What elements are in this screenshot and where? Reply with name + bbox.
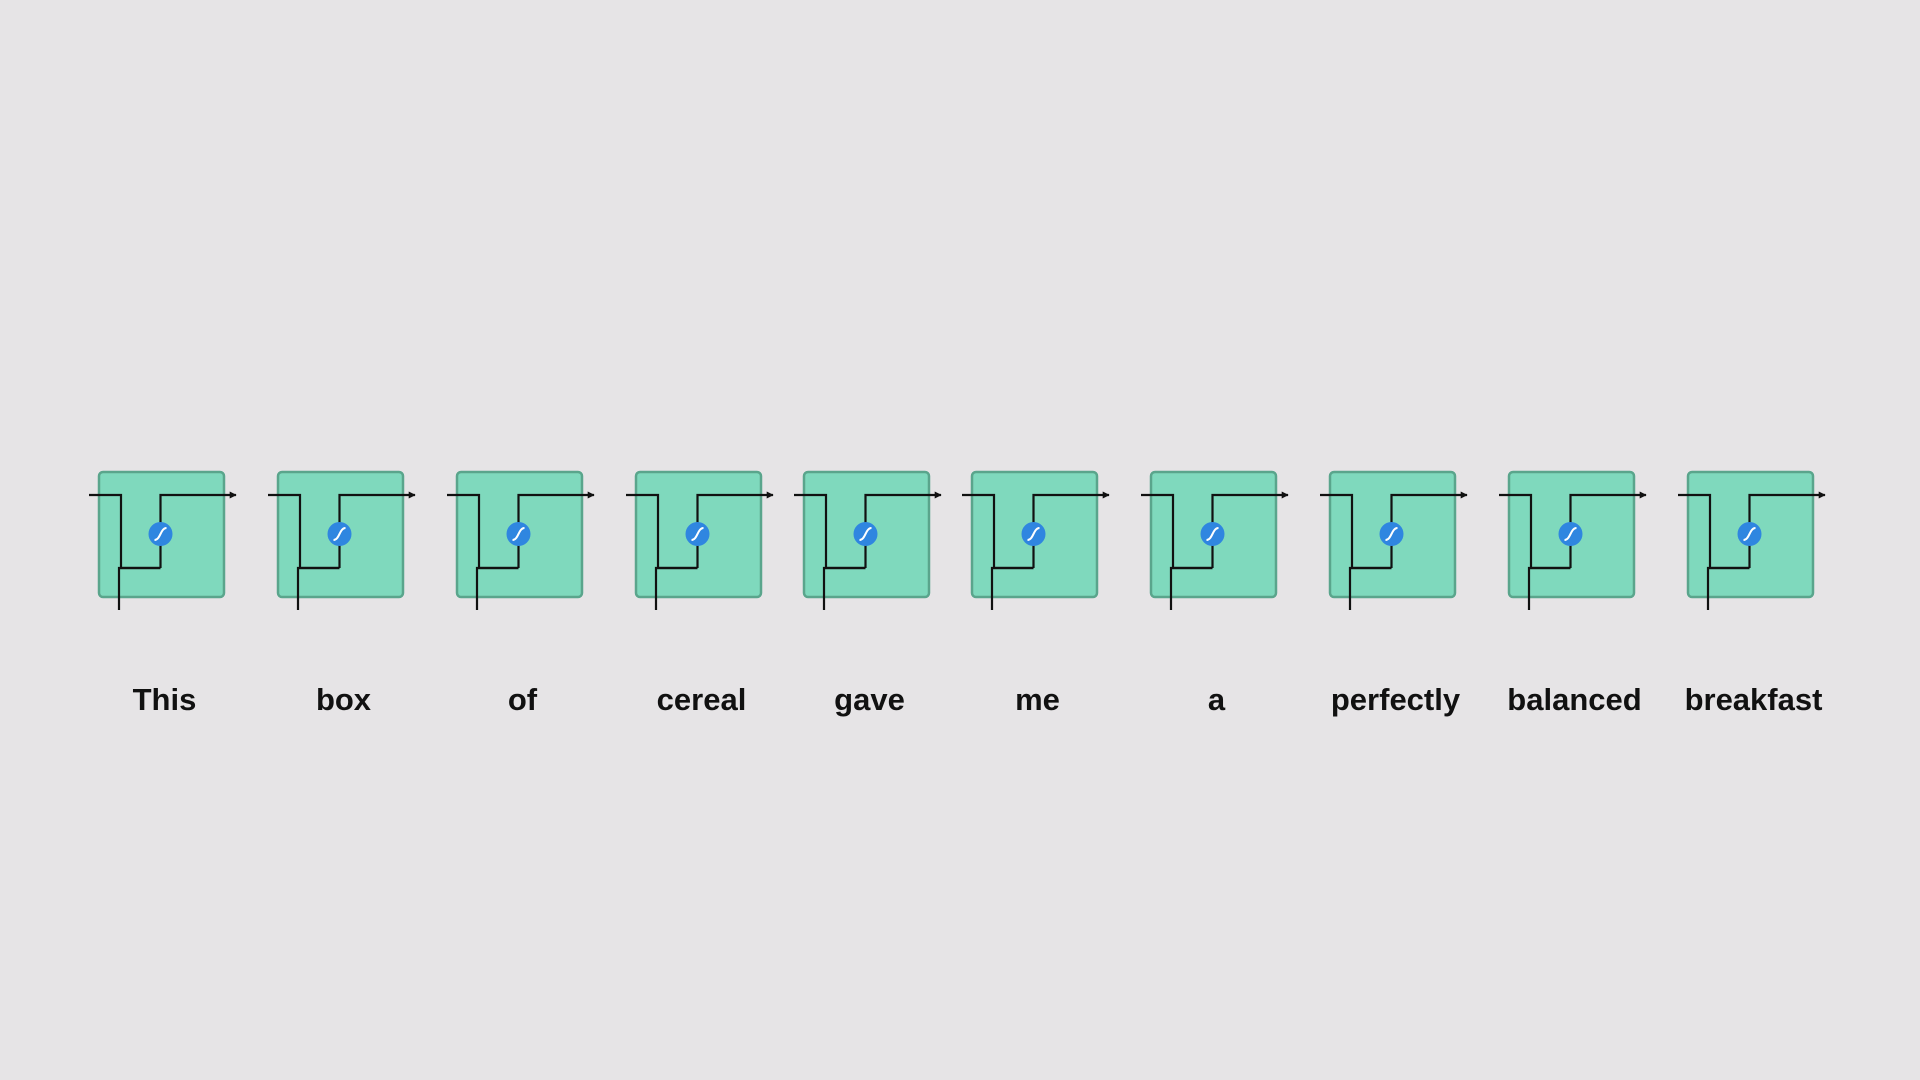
word-label: cereal: [657, 682, 747, 717]
rnn-cell: [794, 470, 942, 610]
word-label: breakfast: [1685, 682, 1823, 717]
rnn-cell: [626, 470, 774, 610]
tanh-sigmoid-icon: [691, 527, 704, 541]
tanh-sigmoid-icon: [154, 527, 167, 541]
rnn-cell: [89, 470, 237, 610]
rnn-cell: [1141, 470, 1289, 610]
word-label: a: [1208, 682, 1226, 717]
input-wire: [296, 566, 340, 610]
word-label: perfectly: [1331, 682, 1461, 717]
cell-sequence: [89, 470, 1826, 610]
word-label: This: [133, 682, 197, 717]
word-label: balanced: [1507, 682, 1641, 717]
word-label: box: [316, 682, 372, 717]
rnn-cell: [1678, 470, 1826, 610]
input-wire: [822, 566, 866, 610]
rnn-cell: [962, 470, 1110, 610]
word-label: me: [1015, 682, 1060, 717]
word-label: of: [508, 682, 538, 717]
input-wire: [1348, 566, 1392, 610]
tanh-sigmoid-icon: [512, 527, 525, 541]
word-label: gave: [834, 682, 905, 717]
tanh-sigmoid-icon: [1206, 527, 1219, 541]
input-wire: [990, 566, 1034, 610]
input-wire: [117, 566, 161, 610]
tanh-sigmoid-icon: [1564, 527, 1577, 541]
input-wire: [1527, 566, 1571, 610]
tanh-sigmoid-icon: [859, 527, 872, 541]
rnn-cell: [447, 470, 595, 610]
word-labels: This box of cereal gave me a perfectly balanced b…: [133, 682, 1823, 717]
rnn-cell: [1499, 470, 1647, 610]
tanh-sigmoid-icon: [1743, 527, 1756, 541]
tanh-sigmoid-icon: [333, 527, 346, 541]
tanh-sigmoid-icon: [1385, 527, 1398, 541]
input-wire: [475, 566, 519, 610]
tanh-sigmoid-icon: [1027, 527, 1040, 541]
rnn-cell: [268, 470, 416, 610]
rnn-cell: [1320, 470, 1468, 610]
input-wire: [1706, 566, 1750, 610]
input-wire: [654, 566, 698, 610]
input-wire: [1169, 566, 1213, 610]
